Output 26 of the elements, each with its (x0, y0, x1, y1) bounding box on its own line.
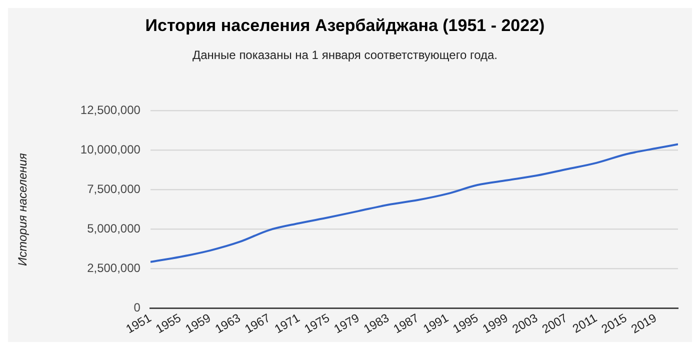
y-tick-label: 5,000,000 (87, 222, 141, 236)
x-tick-label: 2003 (510, 310, 540, 336)
x-tick-label: 1999 (480, 310, 511, 336)
chart-subtitle: Данные показаны на 1 января соответствующего года. (192, 48, 498, 62)
y-tick-label: 12,500,000 (80, 103, 141, 118)
x-tick-label: 1983 (361, 310, 392, 336)
y-tick-label: 10,000,000 (80, 142, 141, 157)
x-tick-label: 1987 (390, 310, 422, 336)
x-tick-label: 1991 (420, 310, 452, 336)
line-series (150, 143, 678, 263)
x-tick-label: 1955 (153, 310, 184, 336)
x-tick-label: 1967 (242, 310, 273, 336)
y-tick-label: 7,500,000 (87, 182, 141, 196)
x-tick-label: 1979 (332, 310, 362, 336)
x-tick-label: 1995 (450, 310, 481, 336)
x-tick-label: 1975 (302, 310, 332, 336)
x-tick-label: 2015 (599, 310, 630, 336)
y-tick-label: 2,500,000 (87, 261, 141, 276)
x-tick-label: 2019 (628, 310, 660, 336)
chart-title: История населения Азербайджана (1951 - 2022) (145, 16, 545, 35)
x-tick-label: 1963 (212, 310, 244, 336)
x-tick-label: 1971 (272, 310, 302, 336)
y-axis-title: История населения (16, 152, 30, 266)
x-tick-label: 1959 (182, 310, 214, 336)
x-tick-label: 2007 (540, 310, 570, 336)
x-tick-label: 2011 (570, 310, 600, 336)
